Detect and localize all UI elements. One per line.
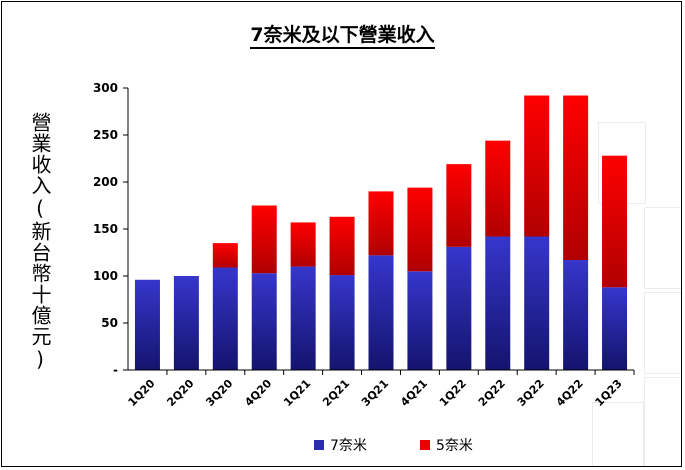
bar-7nm-1Q23 (602, 287, 628, 370)
x-tick-label-2Q20: 2Q20 (164, 377, 196, 409)
bar-5nm-4Q22 (563, 95, 589, 261)
bar-7nm-1Q22 (446, 246, 472, 370)
y-tick-label: 250 (93, 128, 118, 142)
legend-item-5nm: 5奈米 (420, 435, 473, 455)
bar-7nm-3Q21 (368, 255, 394, 370)
bar-7nm-3Q22 (524, 236, 550, 370)
legend: 7奈米 5奈米 (2, 435, 681, 457)
bar-7nm-4Q20 (251, 273, 277, 370)
bar-7nm-2Q22 (485, 236, 511, 370)
bar-7nm-2Q20 (173, 276, 199, 370)
y-axis: - 50 100 150 200 250 300 (93, 81, 129, 377)
x-tick-label-4Q22: 4Q22 (554, 377, 586, 409)
y-tick-label: 150 (93, 222, 118, 236)
y-tick-label: 200 (93, 175, 118, 189)
bar-7nm-4Q22 (563, 260, 589, 370)
bars (134, 95, 628, 370)
bar-5nm-3Q21 (368, 191, 394, 256)
legend-swatch-5nm (420, 440, 430, 450)
bar-7nm-2Q21 (329, 275, 355, 370)
x-tick-label-3Q21: 3Q21 (359, 377, 391, 409)
y-tick-label: 50 (101, 316, 118, 330)
chart-title: 7奈米及以下營業收入 (2, 20, 681, 49)
legend-item-7nm: 7奈米 (314, 435, 367, 455)
x-tick-label-4Q20: 4Q20 (242, 377, 274, 409)
legend-swatch-7nm (314, 440, 324, 450)
legend-label-7nm: 7奈米 (330, 438, 367, 454)
x-tick-label-2Q22: 2Q22 (476, 377, 508, 409)
x-tick-label-1Q23: 1Q23 (593, 377, 625, 409)
bar-5nm-2Q21 (329, 216, 355, 276)
y-tick-label: 300 (93, 81, 118, 95)
x-tick-label-2Q21: 2Q21 (320, 377, 352, 409)
y-axis-label: 營業收入(新台幣十億元) (28, 112, 52, 372)
bar-5nm-4Q21 (407, 187, 433, 272)
x-tick-label-4Q21: 4Q21 (398, 377, 430, 409)
x-tick-label-3Q22: 3Q22 (515, 377, 547, 409)
bar-5nm-1Q21 (290, 222, 316, 267)
bar-5nm-1Q22 (446, 164, 472, 247)
x-tick-label-1Q22: 1Q22 (437, 377, 469, 409)
bar-5nm-2Q22 (485, 140, 511, 237)
bar-5nm-1Q23 (602, 155, 628, 288)
bar-7nm-4Q21 (407, 271, 433, 370)
x-tick-label-3Q20: 3Q20 (203, 377, 235, 409)
bar-7nm-3Q20 (212, 267, 238, 370)
legend-label-5nm: 5奈米 (436, 438, 473, 454)
bar-5nm-3Q22 (524, 95, 550, 237)
x-axis: 1Q20 2Q20 3Q20 4Q20 1Q21 2Q21 3Q21 4Q21 1Q22 2Q22… (126, 369, 635, 409)
bar-5nm-4Q20 (251, 205, 277, 274)
x-tick-label-1Q20: 1Q20 (126, 377, 158, 409)
x-tick-label-1Q21: 1Q21 (281, 377, 313, 409)
bar-7nm-1Q21 (290, 266, 316, 370)
bar-7nm-1Q20 (134, 279, 160, 370)
y-tick-label: 100 (93, 269, 118, 283)
bar-5nm-3Q20 (212, 243, 238, 268)
y-tick-label: - (113, 363, 118, 377)
